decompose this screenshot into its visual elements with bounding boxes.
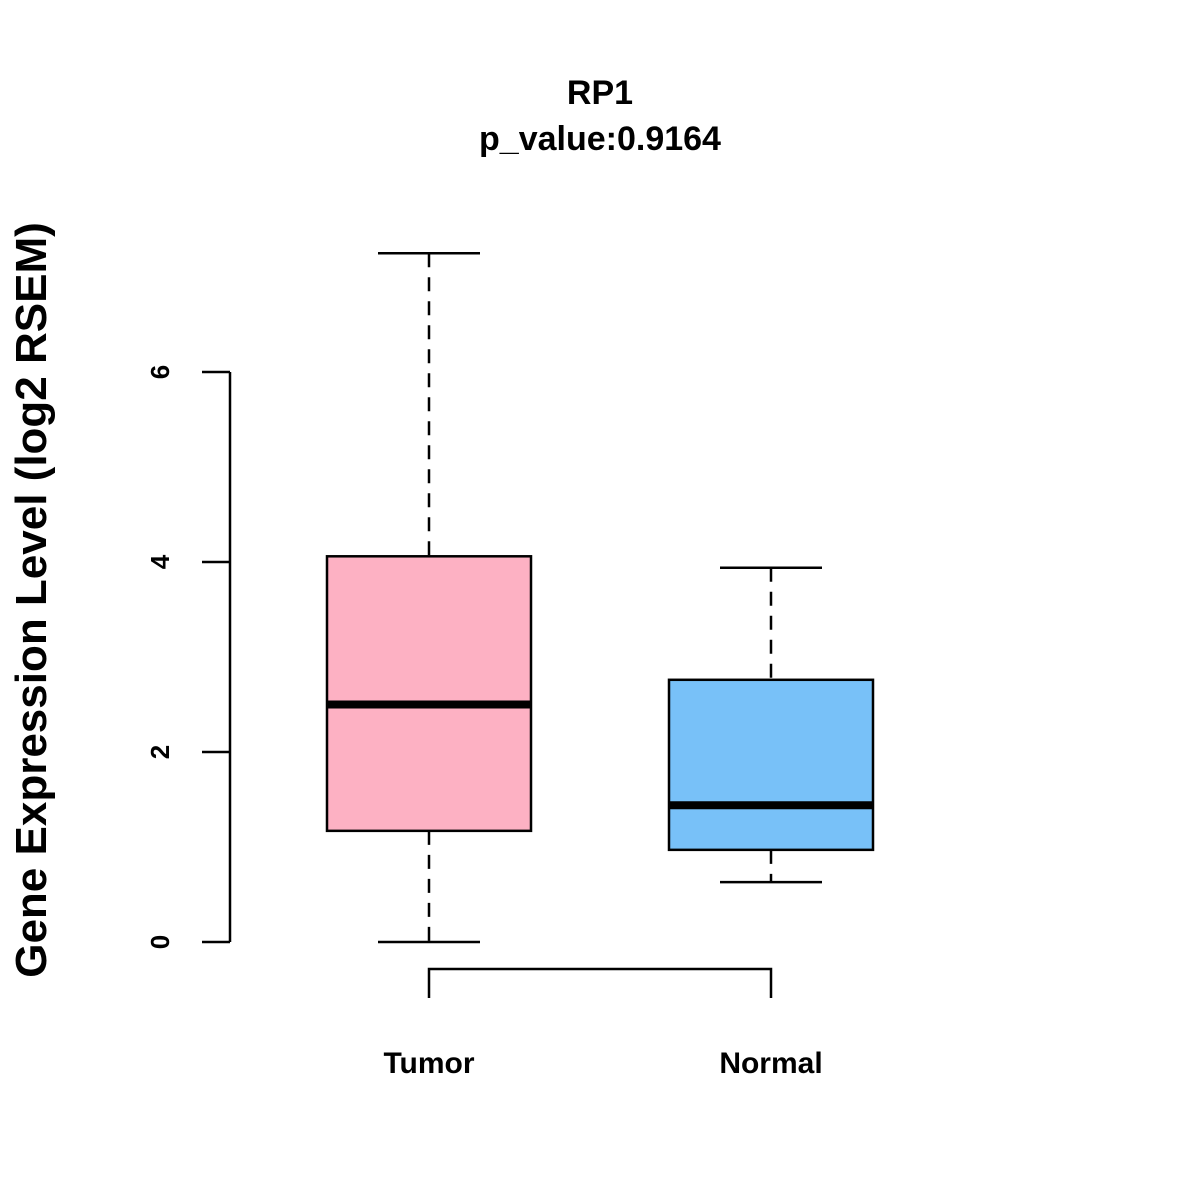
box-normal [667, 566, 875, 884]
category-label-normal: Normal [719, 1047, 822, 1080]
y-axis-label: Gene Expression Level (log2 RSEM) [7, 222, 56, 978]
y-tick-label-2: 2 [145, 745, 175, 759]
y-tick-label-0: 0 [145, 935, 175, 949]
y-tick-label-6: 6 [145, 365, 175, 379]
y-tick-label-4: 4 [145, 554, 175, 569]
y-axis-ticks: 0 2 4 6 [145, 365, 230, 949]
box-tumor [325, 252, 533, 944]
normal-iqr-box [667, 678, 875, 852]
chart-subtitle: p_value:0.9164 [479, 120, 721, 158]
category-labels: Tumor Normal [383, 1047, 822, 1080]
tumor-iqr-box [325, 555, 533, 833]
bracket-line [427, 967, 773, 998]
category-label-tumor: Tumor [383, 1047, 474, 1080]
boxes-group [325, 252, 875, 944]
chart-title: RP1 [567, 74, 633, 112]
comparison-bracket [427, 967, 773, 998]
